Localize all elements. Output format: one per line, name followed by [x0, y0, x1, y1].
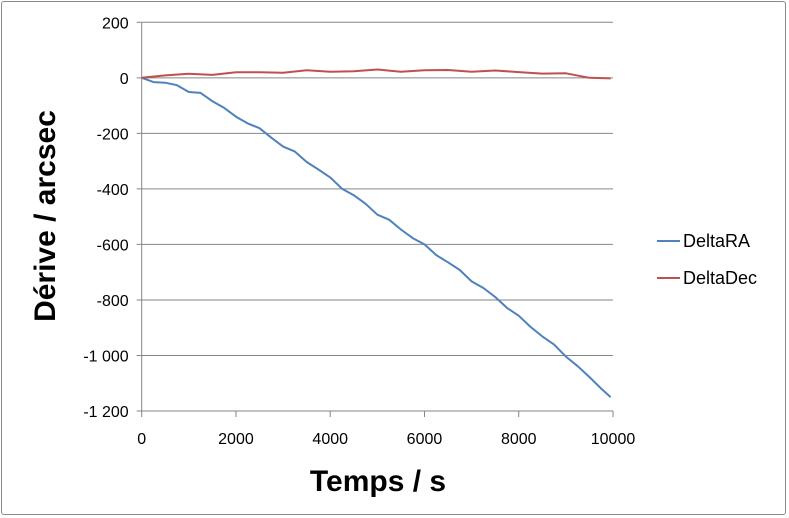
x-tick-label: 4000: [312, 431, 348, 448]
y-tick-label: -400: [97, 182, 129, 199]
x-tick-label: 2000: [218, 431, 254, 448]
y-tick-label: -1 200: [83, 404, 128, 421]
legend: DeltaRA DeltaDec: [657, 231, 757, 288]
y-tick-label: -1 000: [83, 348, 128, 365]
axes: 2000-200-400-600-800-1 000-1 2000 2000 400…: [83, 15, 635, 448]
x-tick-label: 10000: [591, 431, 636, 448]
y-tick-label: -800: [97, 293, 129, 310]
y-axis-title: Dérive / arcsec: [29, 110, 62, 322]
series-lines: [141, 68, 612, 398]
x-tick-label: 8000: [501, 431, 537, 448]
legend-label: DeltaDec: [683, 268, 757, 288]
x-tick-label: 0: [137, 431, 146, 448]
series-line-deltadec: [141, 68, 611, 80]
x-axis-title: Temps / s: [310, 465, 446, 498]
y-tick-label: 200: [102, 15, 129, 32]
legend-label: DeltaRA: [683, 231, 750, 251]
gridlines: [136, 21, 613, 412]
x-tick-label: 6000: [407, 431, 443, 448]
y-tick-label: 0: [120, 71, 129, 88]
y-tick-label: -600: [97, 237, 129, 254]
y-tick-label: -200: [97, 126, 129, 143]
series-line-deltara: [141, 76, 612, 398]
